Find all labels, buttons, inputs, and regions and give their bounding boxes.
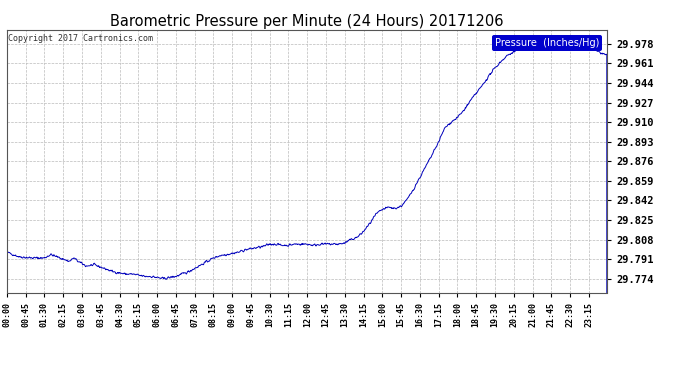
Pressure  (Inches/Hg)	[136, 273, 144, 278]
Pressure  (Inches/Hg)	[542, 40, 550, 45]
Pressure  (Inches/Hg)	[479, 82, 487, 87]
Pressure  (Inches/Hg)	[204, 260, 212, 264]
Line: Pressure  (Inches/Hg): Pressure (Inches/Hg)	[7, 43, 607, 375]
Pressure  (Inches/Hg)	[532, 44, 540, 48]
Pressure  (Inches/Hg)	[400, 200, 408, 205]
Legend: Pressure  (Inches/Hg): Pressure (Inches/Hg)	[492, 35, 602, 51]
Pressure  (Inches/Hg)	[121, 272, 130, 276]
Title: Barometric Pressure per Minute (24 Hours) 20171206: Barometric Pressure per Minute (24 Hours…	[110, 14, 504, 29]
Text: Copyright 2017 Cartronics.com: Copyright 2017 Cartronics.com	[8, 34, 153, 43]
